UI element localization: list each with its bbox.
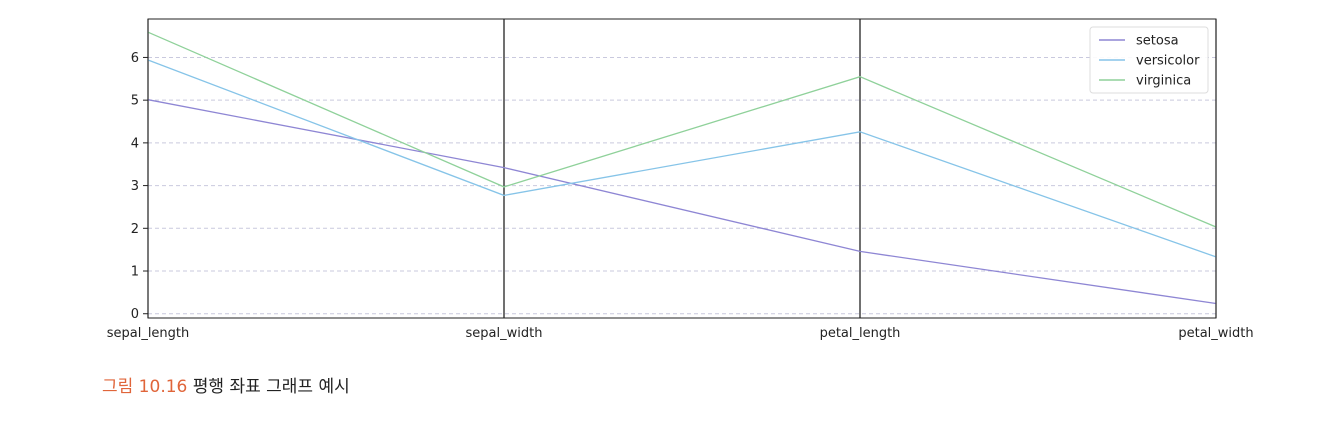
series-line-virginica [147,31,1217,228]
figure-caption: 그림 10.16 평행 좌표 그래프 예시 [102,372,350,397]
ytick-label-1: 1 [131,265,139,280]
figure-caption-text: 평행 좌표 그래프 예시 [192,377,350,397]
ytick-label-2: 2 [131,222,139,237]
ytick-label-5: 5 [131,94,139,109]
legend: setosa versicolor virginica [1089,26,1209,94]
ytick-label-3: 3 [131,179,139,194]
legend-label-versicolor: versicolor [1136,54,1200,69]
xtick-label-petal_length: petal_length [820,326,901,341]
parallel-axes [147,19,1217,318]
figure-number: 그림 10.16 [102,377,188,397]
series-lines [147,31,1217,305]
legend-box [1089,26,1209,94]
xtick-label-petal_width: petal_width [1178,326,1253,341]
ytick-label-4: 4 [131,136,139,151]
parallel-coordinates-chart: 0 1 2 3 4 5 6 sepal_length sepal_width petal_len… [107,18,1254,341]
xtick-label-sepal_length: sepal_length [107,326,190,341]
y-axis-ticks: 0 1 2 3 4 5 6 [131,51,148,322]
legend-label-setosa: setosa [1136,34,1179,49]
series-line-setosa [147,99,1217,305]
plot-frame [147,18,1217,319]
xtick-label-sepal_width: sepal_width [466,326,543,341]
legend-label-virginica: virginica [1136,74,1191,89]
grid-lines [148,56,1216,315]
series-line-versicolor [147,59,1217,258]
ytick-label-0: 0 [131,307,139,322]
ytick-label-6: 6 [131,51,139,66]
x-axis-labels: sepal_length sepal_width petal_length petal… [107,326,1254,341]
